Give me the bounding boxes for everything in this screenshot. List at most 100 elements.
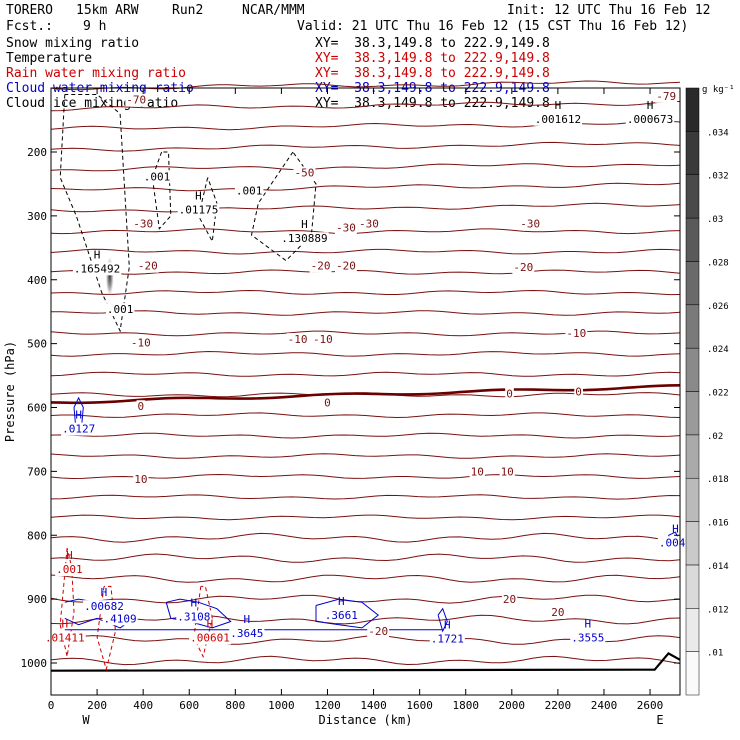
temperature-label-bg: [132, 217, 155, 231]
temperature-label: -70: [126, 94, 146, 107]
legend-temperature-xy: XY= 38.3,149.8 to 222.9,149.8: [315, 51, 550, 66]
cloud-water-max-mark: H: [585, 617, 592, 630]
isotherm-line: [50, 412, 681, 419]
colorbar-tick-label: .018: [707, 475, 729, 485]
snow-label-bg: [105, 303, 135, 317]
temperature-label: -79: [656, 90, 676, 103]
legend-rain-label: Rain water mixing ratio: [6, 66, 187, 81]
rain-max-mark: H: [62, 617, 69, 630]
ice-max-value-bg: [72, 262, 122, 276]
ice-max-value: .000673: [627, 113, 673, 126]
temperature-label-bg: [133, 473, 149, 487]
isotherm-line: [50, 432, 681, 439]
temperature-label-bg: [565, 326, 588, 340]
valid-time: Valid: 21 UTC Thu 16 Feb 12 (15 CST Thu …: [297, 19, 689, 34]
rain-contour: [59, 547, 75, 657]
temperature-label: -20: [311, 260, 331, 273]
temperature-isotherms: [50, 80, 681, 666]
temperature-label-bg: [125, 93, 148, 107]
legend-temperature-label: Temperature: [6, 51, 93, 66]
ice-max-value: .165492: [74, 262, 120, 275]
rain-max-mark: H: [66, 549, 73, 562]
organization: NCAR/MMM: [242, 3, 305, 18]
colorbar-units: g kg⁻¹: [702, 85, 735, 95]
ice-max-mark: H: [555, 99, 562, 112]
x-tick-label: 1000: [268, 699, 295, 712]
colorbar-segment: [685, 131, 700, 175]
x-axis-title: Distance (km): [319, 713, 413, 727]
colorbar-tick-label: .01: [707, 649, 723, 659]
y-axis-title: Pressure (hPa): [3, 341, 17, 442]
colorbar-tick-label: .024: [707, 345, 729, 355]
isotherm-line: [50, 553, 681, 563]
cloud-water-max-value: .1721: [431, 633, 464, 646]
temperature-label: 0: [575, 386, 582, 399]
temperature-label: 10: [471, 465, 484, 478]
snow-label: .001: [236, 184, 263, 197]
y-tick-label: 200: [27, 146, 47, 159]
cloud-water-max-value-bg: [323, 609, 359, 623]
model-resolution: 15km ARW: [76, 3, 139, 18]
ice-max-value: .130889: [281, 232, 327, 245]
colorbar-tick-label: .026: [707, 302, 729, 312]
colorbar-tick-label: .016: [707, 519, 729, 529]
x-tick-label: 600: [179, 699, 199, 712]
ice-max-value: .01175: [179, 203, 219, 216]
temperature-label-bg: [519, 217, 542, 231]
y-tick-label: 700: [27, 465, 47, 478]
temperature-label-bg: [334, 221, 357, 235]
isotherm-line: [50, 655, 681, 666]
temperature-label-bg: [323, 396, 332, 410]
cloud-water-max-value: .0127: [62, 423, 95, 436]
x-tick-label: 2600: [637, 699, 664, 712]
snow-contour: [250, 151, 317, 262]
cloud-water-max-value: .3661: [325, 609, 358, 622]
temperature-label-bg: [469, 465, 485, 479]
y-tick-label: 1000: [21, 657, 48, 670]
x-tick-label: 1400: [360, 699, 387, 712]
colorbar-segment: [685, 261, 700, 306]
temperature-label: -30: [336, 221, 356, 234]
ice-max-mark: H: [647, 99, 654, 112]
temperature-label: -20: [138, 260, 158, 273]
rain-max-value-bg: [55, 563, 84, 577]
x-tick-label: 400: [133, 699, 153, 712]
ice-max-value-bg: [625, 112, 675, 126]
cloud-water-max-mark: H: [338, 595, 345, 608]
colorbar-segment: [685, 564, 700, 609]
cloud-water-max-mark: H: [244, 613, 251, 626]
temperature-label-bg: [505, 387, 514, 401]
isotherm-line: [50, 80, 681, 91]
legend-snow-label: Snow mixing ratio: [6, 36, 140, 51]
temperature-label-bg: [309, 259, 332, 273]
temperature-label-bg: [129, 336, 152, 350]
model-name: TORERO: [6, 3, 53, 18]
colorbar-tick-label: .022: [707, 389, 729, 399]
colorbar-segment: [685, 347, 700, 392]
cloud-water-max-value-bg: [102, 612, 138, 626]
temperature-label: -50: [295, 166, 315, 179]
colorbar-segment: [685, 434, 700, 479]
isotherm-line: [50, 101, 681, 112]
temperature-label-bg: [358, 217, 380, 231]
cloud-water-max-value-bg: [429, 632, 465, 646]
isotherm-line: [50, 269, 681, 275]
rain-max-value: .01411: [45, 631, 85, 644]
colorbar: .01 .012 .014 .016 .018 .02 .022 .024 .026 .028 .0…: [685, 85, 735, 696]
temperature-label: -10: [131, 336, 151, 349]
cloud-water-max-value-bg: [83, 600, 125, 614]
cloud-water-contour: [315, 598, 380, 629]
rain-contour: [96, 585, 117, 672]
cloud-water-max-value-bg: [176, 610, 212, 624]
isotherm-line: [50, 141, 681, 152]
isotherm-line: [50, 202, 681, 213]
isotherm-line: [50, 494, 681, 500]
isotherm-line: [50, 371, 681, 377]
rain-max-value: .001: [56, 563, 83, 576]
colorbar-tick-label: .028: [707, 258, 729, 268]
temperature-label: 10: [134, 473, 147, 486]
colorbar-tick-label: .012: [707, 605, 729, 615]
cloud-water-max-value: .4109: [104, 612, 137, 625]
ice-max-value-bg: [177, 203, 220, 217]
x-tick-label: 2000: [499, 699, 526, 712]
